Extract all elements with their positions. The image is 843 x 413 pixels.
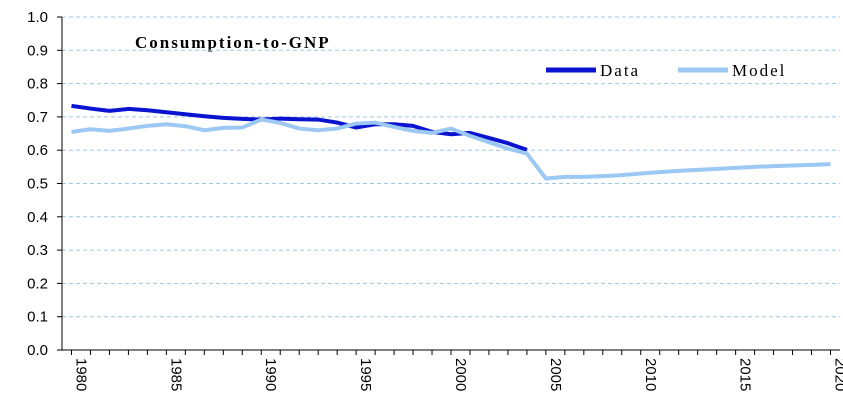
x-tick-label: 1985	[167, 358, 184, 391]
y-tick-label: 0.7	[27, 109, 48, 126]
x-tick-label: 2000	[452, 358, 469, 391]
x-tick-label: 1995	[357, 358, 374, 391]
y-tick-label: 0.9	[27, 42, 48, 59]
y-tick-label: 1.0	[27, 9, 48, 26]
x-tick-label: 2005	[547, 358, 564, 391]
y-tick-label: 0.8	[27, 76, 48, 93]
y-tick-label: 0.6	[27, 142, 48, 159]
y-tick-label: 0.4	[27, 209, 48, 226]
x-tick-label: 1990	[262, 358, 279, 391]
x-tick-label: 2020	[832, 358, 843, 391]
legend-label: Model	[732, 61, 786, 80]
y-tick-label: 0.1	[27, 309, 48, 326]
x-tick-label: 2015	[737, 358, 754, 391]
y-tick-label: 0.3	[27, 242, 48, 259]
x-tick-label: 1980	[72, 358, 89, 391]
legend-label: Data	[600, 61, 640, 80]
x-tick-label: 2010	[642, 358, 659, 391]
y-tick-label: 0.2	[27, 275, 48, 292]
chart-title: Consumption-to-GNP	[135, 33, 331, 52]
y-tick-label: 0.5	[27, 176, 48, 193]
line-series	[71, 117, 831, 181]
y-tick-label: 0.0	[27, 342, 48, 359]
line-series	[71, 103, 528, 152]
